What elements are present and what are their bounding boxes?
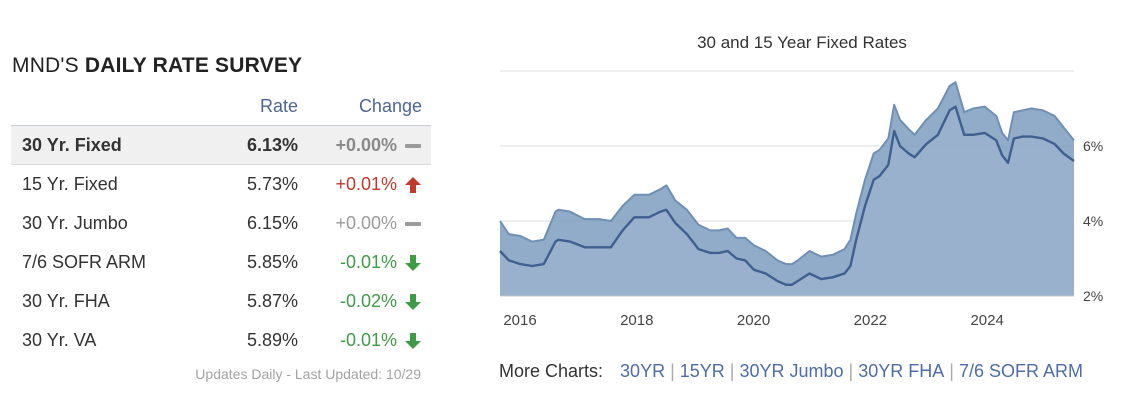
rate-row-change: +0.01% (335, 174, 397, 194)
more-charts-label: More Charts: (499, 361, 604, 381)
y-tick-label: 4% (1083, 213, 1103, 229)
arrow-down-icon (405, 333, 421, 349)
table-header: Rate Change (11, 90, 431, 126)
daily-rate-survey: MND'S DAILY RATE SURVEY Rate Change 30 Y… (11, 52, 431, 382)
link-separator: | (729, 361, 735, 381)
rate-row-rate: 5.87% (246, 291, 298, 311)
rate-row-product: 15 Yr. Fixed (22, 174, 118, 194)
series-area (500, 106, 1074, 296)
rate-row-product: 7/6 SOFR ARM (22, 252, 147, 272)
survey-title: MND'S DAILY RATE SURVEY (11, 52, 431, 80)
y-tick-label: 6% (1083, 138, 1103, 154)
survey-title-strong: DAILY RATE SURVEY (84, 54, 303, 77)
last-updated-note: Updates Daily - Last Updated: 10/29 (195, 366, 421, 382)
arrow-down-icon (405, 294, 421, 310)
rate-row-change: +0.00% (335, 213, 397, 233)
link-separator: | (670, 361, 675, 381)
survey-title-prefix: MND'S (12, 54, 79, 77)
more-charts-link[interactable]: 7/6 SOFR ARM (958, 361, 1083, 381)
rate-row-rate: 5.73% (246, 174, 298, 194)
x-tick-label: 2022 (854, 312, 887, 329)
rate-row-rate: 5.89% (246, 330, 298, 350)
y-tick-label: 2% (1083, 288, 1103, 304)
rate-row-rate: 6.15% (246, 213, 298, 233)
rate-row-change: -0.02% (339, 291, 397, 311)
dash-icon (405, 222, 421, 226)
rate-table-body: 30 Yr. Fixed 6.13% +0.00% 15 Yr. Fixed 5.73%… (11, 126, 431, 360)
chart-title: 30 and 15 Year Fixed Rates (697, 33, 907, 52)
x-tick-label: 2016 (503, 312, 536, 329)
rate-row-rate: 6.13% (246, 135, 298, 155)
arrow-up-icon (405, 177, 421, 193)
arrow-down-icon (405, 255, 421, 271)
dash-icon (405, 144, 421, 148)
rate-row-product: 30 Yr. FHA (22, 291, 110, 311)
column-header-rate: Rate (259, 96, 298, 116)
rate-row-change: -0.01% (339, 330, 397, 350)
rate-row[interactable]: 30 Yr. VA 5.89% -0.01% (11, 321, 431, 360)
series-line (499, 105, 1075, 286)
more-charts-link[interactable]: 30YR FHA (858, 361, 945, 381)
rate-row-product: 30 Yr. Jumbo (22, 213, 128, 233)
x-tick-label: 2020 (737, 312, 770, 329)
rate-row-change: +0.00% (335, 135, 397, 155)
rate-row-rate: 5.85% (246, 252, 298, 272)
rate-row[interactable]: 30 Yr. FHA 5.87% -0.02% (11, 282, 431, 321)
x-tick-label: 2018 (620, 312, 653, 329)
rate-row-change: -0.01% (339, 252, 397, 272)
rate-row[interactable]: 15 Yr. Fixed 5.73% +0.01% (11, 165, 431, 204)
link-separator: | (949, 361, 954, 381)
more-charts-link[interactable]: 30YR (620, 361, 666, 381)
rate-row[interactable]: 30 Yr. Jumbo 6.15% +0.00% (11, 204, 431, 243)
column-header-change: Change (358, 96, 422, 116)
x-tick-label: 2024 (970, 312, 1003, 329)
link-separator: | (848, 361, 854, 381)
rate-row[interactable]: 7/6 SOFR ARM 5.85% -0.01% (11, 243, 431, 282)
rate-row[interactable]: 30 Yr. Fixed 6.13% +0.00% (11, 126, 431, 165)
more-charts-link[interactable]: 30YR Jumbo (739, 361, 844, 381)
more-charts-link[interactable]: 15YR (679, 361, 725, 381)
more-charts-bar: More Charts: 30YR | 15YR | 30YR Jumbo | 30YR F… (499, 361, 1083, 382)
series-line (499, 81, 1075, 266)
rate-row-product: 30 Yr. VA (22, 330, 97, 350)
rate-row-product: 30 Yr. Fixed (22, 135, 122, 155)
